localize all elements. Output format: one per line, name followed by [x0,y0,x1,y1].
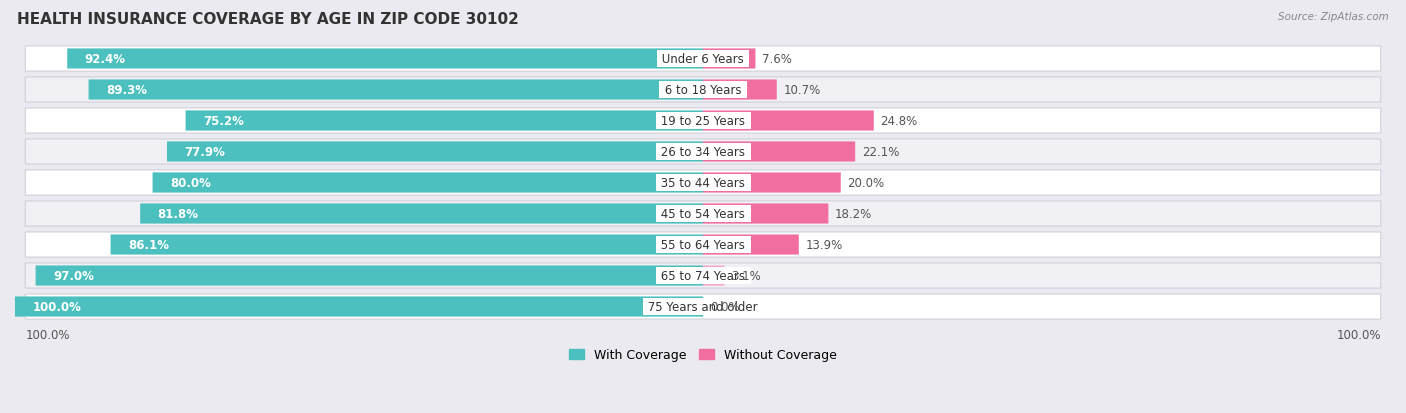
Text: 89.3%: 89.3% [105,84,146,97]
Text: Source: ZipAtlas.com: Source: ZipAtlas.com [1278,12,1389,22]
FancyBboxPatch shape [25,294,1381,319]
FancyBboxPatch shape [703,49,755,69]
Text: 100.0%: 100.0% [25,328,70,341]
Text: 86.1%: 86.1% [128,238,169,252]
Text: 6 to 18 Years: 6 to 18 Years [661,84,745,97]
FancyBboxPatch shape [15,297,703,317]
FancyBboxPatch shape [25,78,1381,103]
Text: 100.0%: 100.0% [32,300,82,313]
FancyBboxPatch shape [703,266,724,286]
Text: HEALTH INSURANCE COVERAGE BY AGE IN ZIP CODE 30102: HEALTH INSURANCE COVERAGE BY AGE IN ZIP … [17,12,519,27]
FancyBboxPatch shape [703,80,776,100]
Text: 97.0%: 97.0% [53,269,94,282]
Text: 75.2%: 75.2% [202,115,243,128]
FancyBboxPatch shape [141,204,703,224]
FancyBboxPatch shape [153,173,703,193]
Text: 26 to 34 Years: 26 to 34 Years [657,146,749,159]
Text: 10.7%: 10.7% [783,84,821,97]
Text: 7.6%: 7.6% [762,53,792,66]
FancyBboxPatch shape [703,173,841,193]
FancyBboxPatch shape [25,47,1381,72]
Text: 0.0%: 0.0% [710,300,740,313]
FancyBboxPatch shape [167,142,703,162]
Text: 24.8%: 24.8% [880,115,918,128]
FancyBboxPatch shape [67,49,703,69]
Text: 77.9%: 77.9% [184,146,225,159]
Text: 65 to 74 Years: 65 to 74 Years [657,269,749,282]
FancyBboxPatch shape [703,111,873,131]
Text: 80.0%: 80.0% [170,177,211,190]
Text: 55 to 64 Years: 55 to 64 Years [657,238,749,252]
Text: 75 Years and older: 75 Years and older [644,300,762,313]
Text: 19 to 25 Years: 19 to 25 Years [657,115,749,128]
Text: 100.0%: 100.0% [1336,328,1381,341]
FancyBboxPatch shape [703,204,828,224]
FancyBboxPatch shape [25,202,1381,226]
Text: 81.8%: 81.8% [157,207,198,221]
FancyBboxPatch shape [25,171,1381,196]
FancyBboxPatch shape [111,235,703,255]
FancyBboxPatch shape [703,142,855,162]
FancyBboxPatch shape [25,263,1381,288]
FancyBboxPatch shape [186,111,703,131]
Text: 18.2%: 18.2% [835,207,872,221]
Legend: With Coverage, Without Coverage: With Coverage, Without Coverage [564,343,842,366]
Text: 92.4%: 92.4% [84,53,125,66]
FancyBboxPatch shape [25,233,1381,257]
FancyBboxPatch shape [703,235,799,255]
Text: 3.1%: 3.1% [731,269,761,282]
Text: 22.1%: 22.1% [862,146,900,159]
FancyBboxPatch shape [25,140,1381,165]
Text: Under 6 Years: Under 6 Years [658,53,748,66]
Text: 20.0%: 20.0% [848,177,884,190]
FancyBboxPatch shape [35,266,703,286]
FancyBboxPatch shape [25,109,1381,134]
Text: 45 to 54 Years: 45 to 54 Years [657,207,749,221]
FancyBboxPatch shape [89,80,703,100]
Text: 35 to 44 Years: 35 to 44 Years [657,177,749,190]
Text: 13.9%: 13.9% [806,238,842,252]
